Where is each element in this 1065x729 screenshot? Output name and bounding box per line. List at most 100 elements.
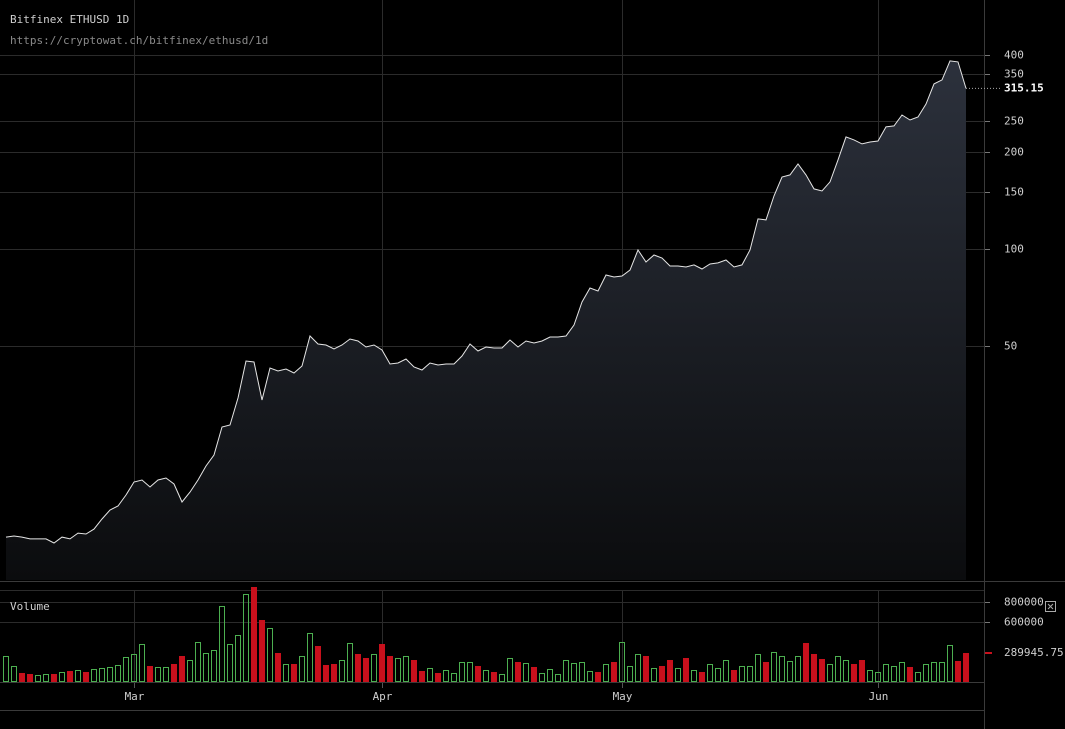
volume-bar (171, 664, 177, 682)
volume-bar (755, 654, 761, 682)
volume-bar (939, 662, 945, 682)
y-tick-label: 800000 (1004, 596, 1044, 609)
volume-bar (875, 672, 881, 682)
volume-bar (35, 675, 41, 682)
volume-bar (587, 671, 593, 682)
volume-bar (443, 670, 449, 682)
volume-bar (211, 650, 217, 682)
volume-bar (11, 666, 17, 682)
volume-bar (595, 672, 601, 682)
volume-bar (779, 656, 785, 682)
volume-bar (387, 656, 393, 682)
volume-bar (715, 668, 721, 682)
volume-bar (771, 652, 777, 682)
volume-title: Volume (10, 600, 50, 613)
volume-bar (427, 668, 433, 682)
volume-bar (323, 665, 329, 682)
volume-bar (307, 633, 313, 682)
volume-bar (19, 673, 25, 682)
volume-bar (83, 672, 89, 682)
volume-bar (483, 670, 489, 682)
volume-bar (619, 642, 625, 682)
volume-bar (923, 664, 929, 682)
volume-bar (419, 671, 425, 682)
volume-bar (635, 654, 641, 682)
volume-bar (851, 664, 857, 682)
volume-bar (747, 666, 753, 682)
volume-bar (371, 654, 377, 682)
volume-bar (315, 646, 321, 682)
volume-bar (363, 658, 369, 682)
volume-bar (603, 664, 609, 682)
volume-bar (331, 664, 337, 682)
volume-bar (227, 644, 233, 682)
volume-bar (147, 666, 153, 682)
volume-bar (355, 654, 361, 682)
volume-bar (827, 664, 833, 682)
volume-bar (899, 662, 905, 682)
volume-bar (219, 606, 225, 682)
volume-bar (547, 669, 553, 682)
volume-bar (683, 658, 689, 682)
volume-bar (435, 673, 441, 682)
volume-bar (731, 670, 737, 682)
volume-bar (819, 659, 825, 682)
volume-bar (867, 670, 873, 682)
volume-bar (763, 662, 769, 682)
volume-bar (51, 674, 57, 682)
volume-bar (403, 656, 409, 682)
price-line (5, 60, 967, 544)
volume-bar (563, 660, 569, 682)
volume-bar (499, 674, 505, 682)
volume-bar (843, 660, 849, 682)
x-tick-label: Mar (125, 690, 145, 703)
volume-bar (347, 643, 353, 682)
y-tick-label: 50 (1004, 340, 1017, 353)
volume-bar (411, 660, 417, 682)
volume-bar (451, 673, 457, 682)
price-area (6, 60, 966, 580)
volume-bar (195, 642, 201, 682)
volume-bar (459, 662, 465, 682)
volume-bar (627, 666, 633, 682)
close-button[interactable] (1045, 601, 1056, 612)
volume-bar (859, 660, 865, 682)
volume-bar (803, 643, 809, 682)
volume-bar (539, 673, 545, 682)
volume-bar (267, 628, 273, 682)
y-tick-label: 100 (1004, 243, 1024, 256)
volume-bar (659, 666, 665, 682)
volume-bar (515, 662, 521, 682)
volume-bar (611, 662, 617, 682)
volume-bar (811, 654, 817, 682)
volume-bar (723, 660, 729, 682)
volume-bar (187, 660, 193, 682)
close-icon (1047, 603, 1054, 610)
volume-bar (131, 654, 137, 682)
volume-bar (675, 668, 681, 682)
x-tick-label: Apr (373, 690, 393, 703)
volume-bar (163, 667, 169, 682)
volume-bar (251, 587, 257, 682)
volume-bar (835, 656, 841, 682)
volume-bar (947, 645, 953, 682)
chart-title: Bitfinex ETHUSD 1D (10, 13, 129, 26)
volume-bar (91, 669, 97, 682)
volume-bar (571, 663, 577, 682)
volume-bar (651, 668, 657, 682)
volume-bar (99, 668, 105, 682)
volume-bar (667, 660, 673, 682)
plot-layer: Mar Apr May Jun 50 100 150 200 250 350 400 600000 80… (0, 0, 1064, 703)
volume-bar (739, 666, 745, 682)
y-tick-label: 350 (1004, 68, 1024, 81)
volume-bar (691, 670, 697, 682)
y-tick-label: 250 (1004, 115, 1024, 128)
volume-bar (339, 660, 345, 682)
volume-bar (27, 674, 33, 682)
volume-bar (67, 671, 73, 682)
volume-bar (275, 653, 281, 682)
volume-bar (643, 656, 649, 682)
volume-bar (243, 594, 249, 682)
volume-bar (507, 658, 513, 682)
volume-bar (155, 667, 161, 682)
